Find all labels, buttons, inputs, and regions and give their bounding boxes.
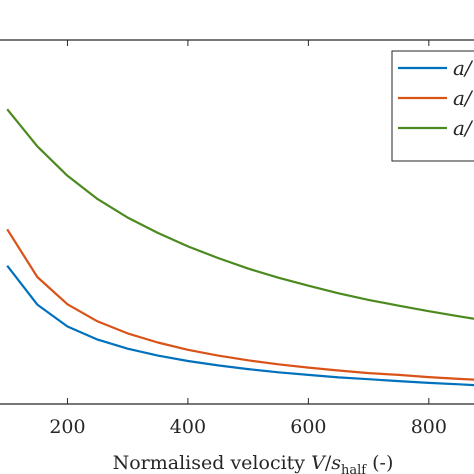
series-line-3 bbox=[6, 108, 474, 320]
legend-label-2: a/ bbox=[453, 86, 474, 110]
x-tick-label: 800 bbox=[411, 416, 447, 438]
legend-label-3: a/ bbox=[453, 116, 474, 140]
legend-label-1: a/ bbox=[453, 56, 474, 80]
axes: 200 400 600 800 bbox=[0, 39, 474, 438]
x-axis-label: Normalised velocity V/shalf (-) bbox=[113, 452, 394, 474]
x-tick-label: 400 bbox=[170, 416, 206, 438]
series-line-2 bbox=[6, 228, 474, 381]
x-tick-label: 600 bbox=[290, 416, 326, 438]
x-tick-label: 200 bbox=[49, 416, 85, 438]
legend-box bbox=[391, 50, 474, 162]
series-line-1 bbox=[6, 265, 474, 387]
plot-lines bbox=[6, 108, 474, 387]
legend: a/a/a/ bbox=[391, 50, 474, 162]
